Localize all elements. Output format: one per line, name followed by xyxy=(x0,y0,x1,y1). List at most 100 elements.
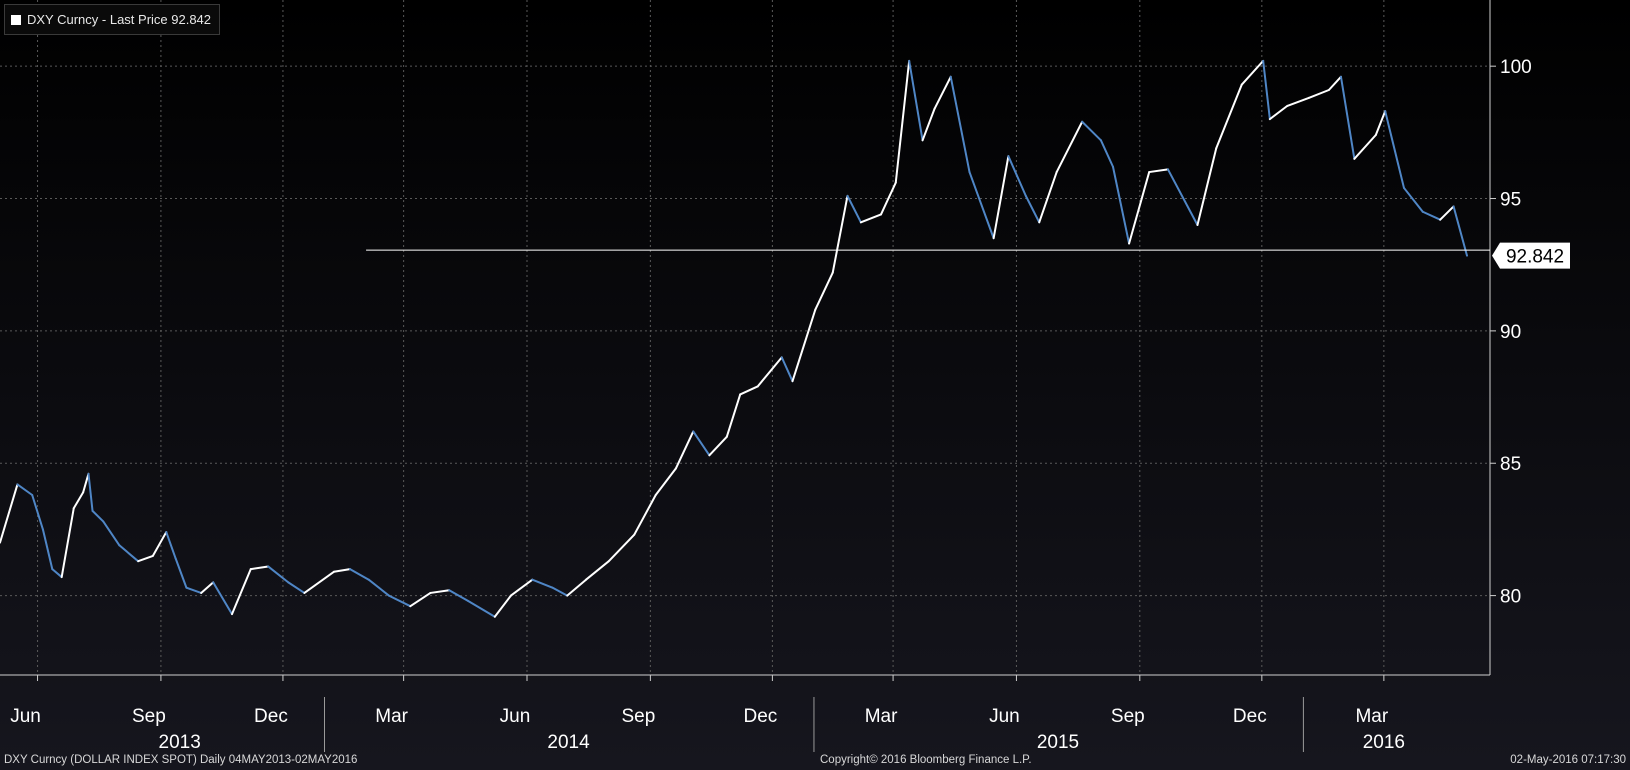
footer-timestamp: 02-May-2016 07:17:30 xyxy=(1510,754,1626,766)
price-segment xyxy=(725,393,742,438)
price-segment xyxy=(332,568,351,573)
price-segment xyxy=(1081,120,1102,142)
axes xyxy=(0,0,1496,752)
price-segment xyxy=(831,194,849,274)
x-year-label: 2014 xyxy=(547,732,590,753)
price-segment xyxy=(780,356,794,383)
x-month-label: Jun xyxy=(500,706,531,727)
price-segment xyxy=(60,507,75,579)
x-month-label: Mar xyxy=(1355,706,1388,727)
price-segment xyxy=(287,581,306,594)
price-segment xyxy=(174,557,188,589)
price-segment xyxy=(1196,147,1218,226)
price-segment xyxy=(791,308,817,383)
price-segment xyxy=(72,491,85,510)
price-segment xyxy=(1327,75,1342,91)
y-tick-label: 95 xyxy=(1500,190,1521,211)
price-segment xyxy=(531,578,554,589)
x-month-label: Sep xyxy=(621,706,655,727)
price-segment xyxy=(1439,205,1455,221)
price-segment xyxy=(654,467,677,496)
price-segment xyxy=(212,581,233,616)
price-segment xyxy=(551,586,569,597)
footer-security-info: DXY Curncy (DOLLAR INDEX SPOT) Daily 04M… xyxy=(4,754,358,766)
price-segment xyxy=(466,599,496,618)
price-segment xyxy=(566,578,587,597)
price-segment xyxy=(633,494,657,536)
x-month-label: Sep xyxy=(132,706,166,727)
price-segment xyxy=(1402,186,1424,213)
price-segment xyxy=(1421,210,1442,221)
legend-label: DXY Curncy - Last Price 92.842 xyxy=(27,12,212,27)
price-segment xyxy=(708,435,728,457)
price-segment xyxy=(87,472,94,512)
price-segment xyxy=(1007,155,1027,197)
price-segment xyxy=(949,75,971,174)
price-segment xyxy=(509,578,534,597)
x-month-label: Dec xyxy=(1233,706,1267,727)
price-segment xyxy=(267,565,290,584)
x-month-label: Dec xyxy=(254,706,288,727)
last-price-flag: 92.842 xyxy=(1492,242,1570,269)
x-month-label: Jun xyxy=(989,706,1020,727)
last-price-label: 92.842 xyxy=(1506,247,1564,268)
x-month-label: Dec xyxy=(743,706,777,727)
price-segment xyxy=(1099,139,1114,168)
x-month-label: Sep xyxy=(1111,706,1145,727)
price-segment xyxy=(908,59,924,142)
price-segment xyxy=(1262,59,1271,121)
price-segment xyxy=(118,544,140,563)
price-segment xyxy=(1307,89,1330,99)
x-month-label: Mar xyxy=(865,706,898,727)
price-segment xyxy=(1215,83,1243,150)
chart-legend: DXY Curncy - Last Price 92.842 xyxy=(4,4,221,35)
price-segment xyxy=(1055,120,1084,174)
axis-labels: 80 85 90 95 100 Jun Sep Dec Mar Jun Sep Dec Mar Jun Se… xyxy=(10,57,1531,753)
price-segment xyxy=(1384,110,1405,189)
price-segment xyxy=(846,194,862,224)
price-segment xyxy=(1286,96,1310,107)
price-segment xyxy=(448,589,469,602)
price-segment xyxy=(814,271,834,311)
price-segment xyxy=(968,171,995,240)
price-series xyxy=(0,59,1468,618)
footer-copyright: Copyright© 2016 Bloomberg Finance L.P. xyxy=(820,754,1032,766)
price-segment xyxy=(584,560,610,581)
price-segment xyxy=(1353,134,1377,160)
price-segment xyxy=(674,430,695,470)
x-year-label: 2013 xyxy=(159,732,201,753)
legend-swatch xyxy=(11,14,21,25)
price-segment xyxy=(692,430,711,457)
price-segment xyxy=(1128,171,1151,245)
price-segment xyxy=(31,494,44,531)
price-segment xyxy=(102,520,121,547)
price-segment xyxy=(367,578,390,597)
price-segment xyxy=(1339,75,1356,160)
price-segment xyxy=(151,531,168,557)
price-segment xyxy=(429,589,451,594)
price-segment xyxy=(859,213,883,224)
price-segment xyxy=(91,509,105,523)
price-segment xyxy=(1148,168,1169,174)
price-segment xyxy=(933,75,952,110)
gridlines xyxy=(0,0,1490,675)
y-tick-label: 100 xyxy=(1500,57,1532,78)
price-segment xyxy=(249,565,270,571)
y-tick-label: 85 xyxy=(1500,454,1521,475)
price-segment xyxy=(1038,171,1058,224)
y-tick-label: 90 xyxy=(1500,322,1521,343)
price-segment xyxy=(0,483,19,544)
price-segment xyxy=(51,568,63,579)
last-price-flag-shape xyxy=(1492,242,1570,269)
price-segment xyxy=(607,533,636,563)
price-segment xyxy=(1452,205,1468,257)
price-segment xyxy=(1240,59,1265,86)
price-segment xyxy=(992,155,1010,240)
price-segment xyxy=(894,59,911,184)
x-year-label: 2016 xyxy=(1363,732,1405,753)
price-segment xyxy=(1111,165,1131,245)
x-month-label: Mar xyxy=(375,706,408,727)
price-segment xyxy=(185,586,203,594)
